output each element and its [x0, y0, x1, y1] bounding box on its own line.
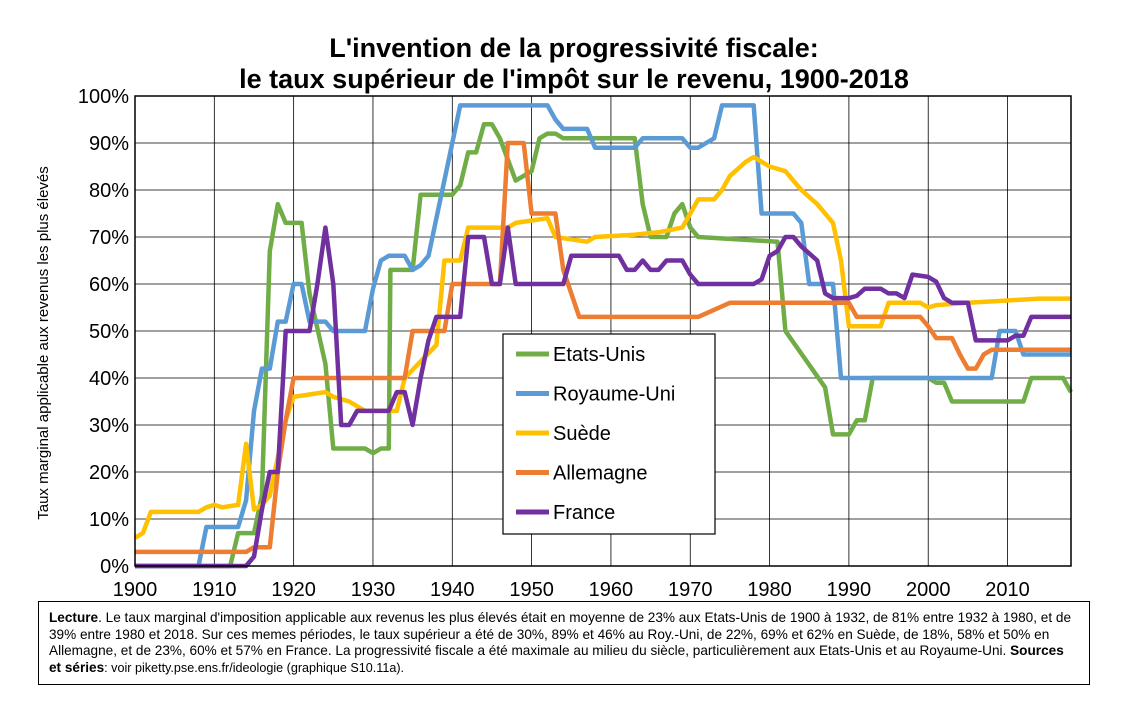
chart-subtitle: le taux supérieur de l'impôt sur le reve… — [239, 64, 909, 94]
y-tick-label: 40% — [89, 368, 129, 390]
x-tick-label: 1960 — [589, 579, 634, 600]
y-tick-label: 60% — [89, 274, 129, 296]
series-line — [135, 225, 1071, 569]
series-line — [135, 140, 1071, 555]
y-tick-label: 30% — [89, 415, 129, 437]
caption-lecture-text: . Le taux marginal d'imposition applicab… — [49, 610, 1072, 659]
x-tick-label: 1980 — [747, 579, 792, 600]
line-chart: 0%10%20%30%40%50%60%70%80%90%100% 1900 19… — [35, 86, 1073, 600]
plot-frame — [134, 95, 1072, 567]
legend-label: France — [553, 502, 615, 524]
x-axis-ticks: 1900 1910 1920 1930 1940 1950 1960 1970 1980 1990… — [113, 579, 1030, 600]
caption-sources-label: Sources et séries — [49, 643, 1064, 675]
series-line — [133, 154, 1071, 540]
y-tick-label: 20% — [89, 462, 129, 484]
legend-label: Royaume-Uni — [553, 384, 675, 406]
legend-label: Allemagne — [553, 463, 648, 485]
x-tick-label: 1930 — [351, 579, 396, 600]
series-lines — [133, 103, 1073, 569]
series-line — [135, 103, 1071, 569]
y-tick-label: 0% — [100, 556, 129, 578]
y-tick-label: 50% — [89, 321, 129, 343]
chart-title: L'invention de la progressivité fiscale: — [329, 33, 819, 63]
y-axis-label: Taux marginal applicable aux revenus les… — [35, 166, 52, 520]
legend-label: Suède — [553, 423, 611, 445]
legend-label: Etats-Unis — [553, 344, 645, 366]
x-tick-label: 2010 — [985, 579, 1030, 600]
x-tick-label: 2000 — [906, 579, 951, 600]
y-tick-label: 100% — [78, 86, 129, 108]
x-tick-label: 1990 — [827, 579, 872, 600]
caption-sources-text: : voir piketty.pse.ens.fr/ideologie (gra… — [104, 660, 405, 675]
caption-box: Lecture. Le taux marginal d'imposition a… — [38, 601, 1090, 685]
x-tick-label: 1920 — [271, 579, 316, 600]
y-tick-label: 80% — [89, 180, 129, 202]
y-tick-label: 10% — [89, 509, 129, 531]
y-tick-label: 90% — [89, 133, 129, 155]
legend: Etats-Unis Royaume-Uni Suède Allemagne Franc… — [502, 333, 716, 535]
x-tick-label: 1940 — [430, 579, 475, 600]
y-tick-label: 70% — [89, 227, 129, 249]
x-tick-label: 1910 — [192, 579, 237, 600]
x-tick-label: 1970 — [668, 579, 713, 600]
legend-box — [502, 333, 716, 535]
y-axis-ticks: 0% 10% 20% 30% 40% 50% 60% 70% 80% 90% 100% — [78, 86, 129, 578]
x-tick-label: 1950 — [509, 579, 554, 600]
x-tick-label: 1900 — [113, 579, 158, 600]
caption-lecture-label: Lecture — [49, 610, 99, 625]
